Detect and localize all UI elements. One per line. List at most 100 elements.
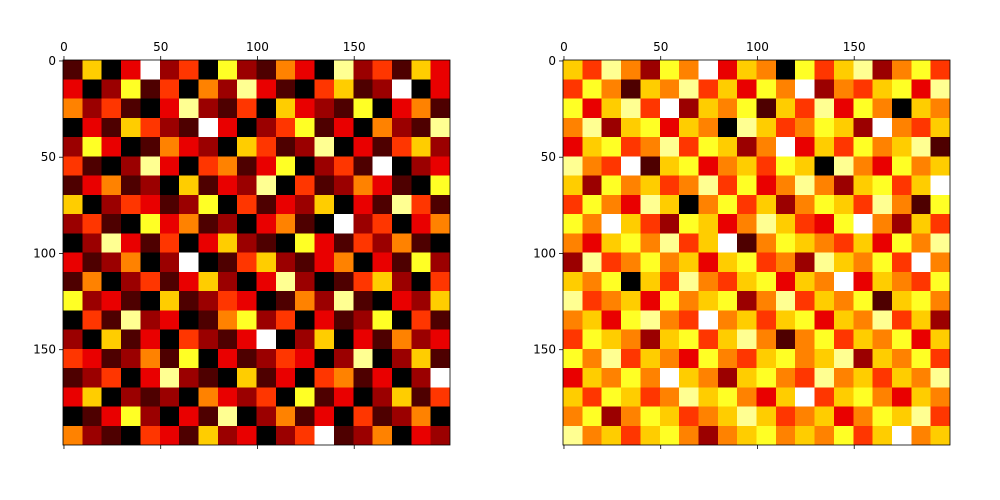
- heatmap-cell: [911, 60, 931, 80]
- heatmap-cell: [563, 310, 583, 330]
- heatmap-cell: [159, 194, 180, 214]
- heatmap-cell: [101, 117, 122, 137]
- heatmap-cell: [563, 98, 583, 118]
- heatmap-cell: [640, 233, 660, 253]
- heatmap-cell: [256, 156, 276, 176]
- heatmap-cell: [563, 271, 583, 291]
- heatmap-cell: [237, 137, 257, 157]
- heatmap-cell: [930, 137, 950, 157]
- heatmap-cell: [775, 79, 796, 99]
- heatmap-cell: [601, 310, 622, 330]
- heatmap-cell: [775, 137, 796, 157]
- heatmap-cell: [275, 291, 296, 311]
- heatmap-cell: [101, 175, 122, 195]
- heatmap-cell: [217, 406, 238, 426]
- heatmap-cell: [853, 368, 873, 388]
- heatmap-cell: [101, 329, 122, 349]
- heatmap-cell: [101, 79, 122, 99]
- heatmap-cell: [795, 214, 815, 234]
- heatmap-cell: [140, 425, 160, 445]
- heatmap-cell: [640, 60, 660, 80]
- heatmap-cell: [582, 194, 602, 214]
- heatmap-cell: [872, 137, 892, 157]
- heatmap-cell: [217, 387, 238, 407]
- heatmap-cell: [582, 368, 602, 388]
- heatmap-cell: [814, 79, 834, 99]
- heatmap-cell: [82, 310, 102, 330]
- heatmap-cell: [353, 79, 373, 99]
- heatmap-cell: [179, 156, 199, 176]
- heatmap-cell: [159, 137, 180, 157]
- heatmap-cell: [391, 425, 412, 445]
- heatmap-cell: [717, 214, 738, 234]
- heatmap-cell: [295, 60, 315, 80]
- heatmap-cell: [795, 175, 815, 195]
- heatmap-cell: [256, 233, 276, 253]
- heatmap-cell: [353, 156, 373, 176]
- heatmap-cell: [237, 291, 257, 311]
- heatmap-cell: [640, 194, 660, 214]
- heatmap-cell: [582, 175, 602, 195]
- heatmap-cell: [698, 214, 718, 234]
- heatmap-cell: [217, 368, 238, 388]
- heatmap-cell: [353, 60, 373, 80]
- heatmap-cell: [63, 252, 83, 272]
- heatmap-cell: [353, 348, 373, 368]
- axes-frame: [62, 59, 451, 446]
- heatmap-cell: [333, 214, 354, 234]
- heatmap-cell: [179, 310, 199, 330]
- heatmap-cell: [411, 194, 431, 214]
- heatmap-cell: [295, 291, 315, 311]
- heatmap-cell: [411, 98, 431, 118]
- heatmap-cell: [159, 156, 180, 176]
- heatmap-cell: [430, 194, 450, 214]
- heatmap-cell: [372, 194, 392, 214]
- heatmap-cell: [333, 348, 354, 368]
- heatmap-cell: [891, 214, 912, 234]
- heatmap-cell: [698, 79, 718, 99]
- heatmap-cell: [353, 368, 373, 388]
- heatmap-cell: [314, 60, 334, 80]
- heatmap-cell: [430, 60, 450, 80]
- heatmap-cell: [601, 425, 622, 445]
- heatmap-cell: [737, 425, 757, 445]
- heatmap-cell: [140, 233, 160, 253]
- heatmap-cell: [775, 368, 796, 388]
- heatmap-cell: [833, 98, 854, 118]
- heatmap-cell: [717, 233, 738, 253]
- heatmap-cell: [582, 156, 602, 176]
- heatmap-cell: [717, 98, 738, 118]
- heatmap-cell: [911, 233, 931, 253]
- heatmap-cell: [237, 368, 257, 388]
- heatmap-cell: [737, 310, 757, 330]
- heatmap-cell: [411, 348, 431, 368]
- heatmap-cell: [911, 252, 931, 272]
- heatmap-cell: [698, 156, 718, 176]
- heatmap-cell: [582, 387, 602, 407]
- heatmap-cell: [121, 252, 141, 272]
- heatmap-cell: [601, 98, 622, 118]
- heatmap-cell: [775, 98, 796, 118]
- heatmap-cell: [563, 194, 583, 214]
- heatmap-cell: [217, 233, 238, 253]
- heatmap-cell: [391, 175, 412, 195]
- heatmap-cell: [891, 175, 912, 195]
- heatmap-cell: [775, 329, 796, 349]
- heatmap-cell: [621, 60, 641, 80]
- heatmap-cell: [314, 233, 334, 253]
- heatmap-cell: [391, 271, 412, 291]
- heatmap-cell: [756, 310, 776, 330]
- heatmap-cell: [756, 214, 776, 234]
- heatmap-cell: [217, 98, 238, 118]
- heatmap-cell: [601, 233, 622, 253]
- heatmap-cell: [601, 117, 622, 137]
- heatmap-cell: [795, 79, 815, 99]
- heatmap-cell: [698, 329, 718, 349]
- heatmap-cell: [140, 137, 160, 157]
- heatmap-cell: [179, 194, 199, 214]
- heatmap-cell: [411, 175, 431, 195]
- heatmap-cell: [621, 137, 641, 157]
- heatmap-cell: [775, 60, 796, 80]
- heatmap-cell: [756, 425, 776, 445]
- heatmap-cell: [563, 214, 583, 234]
